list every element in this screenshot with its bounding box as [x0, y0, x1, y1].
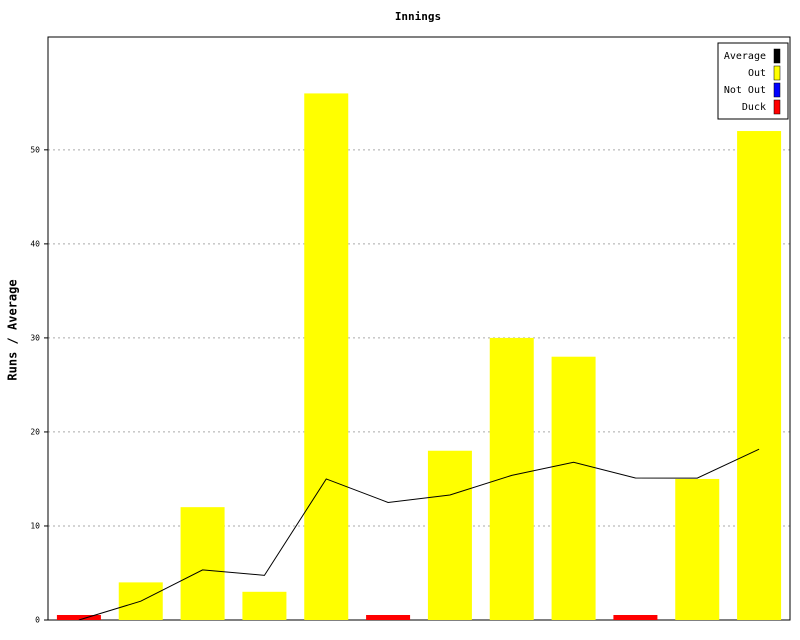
- y-tick-label: 30: [30, 333, 40, 342]
- legend-swatch: [773, 99, 781, 115]
- bar: [489, 337, 534, 620]
- legend-swatch: [773, 82, 781, 98]
- bar: [242, 591, 287, 620]
- bar: [737, 131, 782, 620]
- bar: [675, 478, 720, 620]
- legend-swatch: [773, 48, 781, 64]
- legend-swatch: [773, 65, 781, 81]
- duck-bar: [56, 615, 101, 620]
- bar: [304, 93, 349, 620]
- average-line: [78, 448, 760, 621]
- bar: [427, 450, 472, 620]
- y-tick-label: 50: [30, 145, 40, 154]
- y-tick-label: 20: [30, 427, 40, 436]
- y-tick-label: 40: [30, 239, 40, 248]
- bar: [551, 356, 596, 620]
- legend-label: Not Out: [724, 85, 766, 96]
- legend-label: Out: [748, 68, 766, 79]
- legend-label: Average: [724, 51, 766, 62]
- chart-title: Innings: [395, 10, 441, 23]
- duck-bar: [366, 615, 411, 620]
- legend-label: Duck: [742, 102, 766, 113]
- bar: [180, 507, 225, 620]
- y-axis-label: Runs / Average: [6, 279, 20, 380]
- y-tick-label: 10: [30, 521, 40, 530]
- plot-frame: [47, 36, 791, 621]
- y-tick-label: 0: [35, 616, 40, 625]
- duck-bar: [613, 615, 658, 620]
